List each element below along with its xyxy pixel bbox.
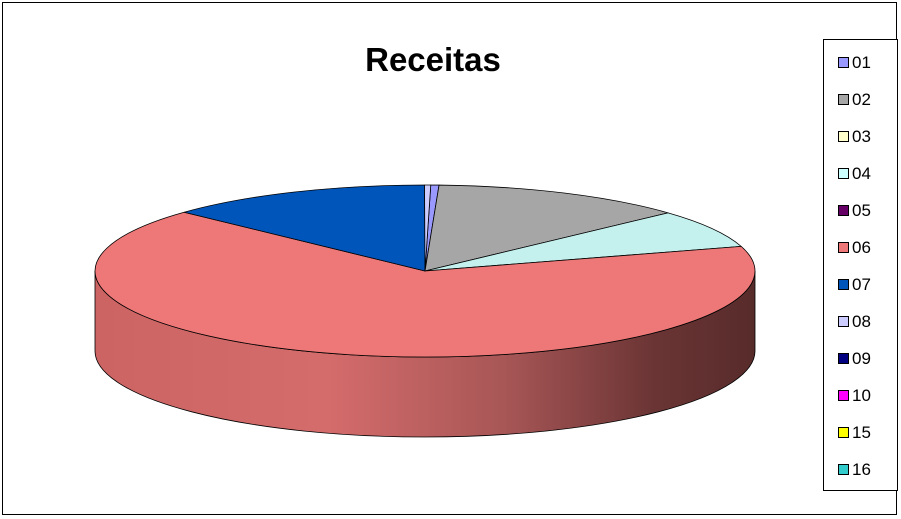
pie-slice-04 — [424, 212, 742, 272]
legend-label-07: 07 — [852, 275, 871, 294]
legend-label-09: 09 — [852, 349, 871, 368]
legend-item-04: 04 — [824, 155, 897, 192]
pie-slice-02 — [424, 184, 669, 272]
pie-slice-08 — [424, 184, 432, 272]
legend-item-03: 03 — [824, 118, 897, 155]
legend-swatch-03 — [838, 131, 849, 142]
legend-label-02: 02 — [852, 90, 871, 109]
pie-slice-06 — [94, 211, 756, 358]
legend-label-03: 03 — [852, 127, 871, 146]
legend-swatch-16 — [838, 464, 849, 475]
legend-label-01: 01 — [852, 53, 871, 72]
legend-swatch-07 — [838, 279, 849, 290]
legend-swatch-08 — [838, 316, 849, 327]
legend-item-15: 15 — [824, 414, 897, 451]
legend-label-10: 10 — [852, 386, 871, 405]
legend-label-08: 08 — [852, 312, 871, 331]
legend-label-05: 05 — [852, 201, 871, 220]
legend-swatch-05 — [838, 205, 849, 216]
chart-legend: 01 02 03 04 05 06 07 08 09 10 15 16 — [823, 39, 898, 491]
legend-label-16: 16 — [852, 460, 871, 479]
legend-label-06: 06 — [852, 238, 871, 257]
chart-title: Receitas — [365, 41, 501, 78]
legend-swatch-15 — [838, 427, 849, 438]
legend-swatch-02 — [838, 94, 849, 105]
pie-chart — [94, 184, 756, 438]
legend-item-09: 09 — [824, 340, 897, 377]
legend-swatch-04 — [838, 168, 849, 179]
legend-label-15: 15 — [852, 423, 871, 442]
legend-item-01: 01 — [824, 44, 897, 81]
legend-swatch-06 — [838, 242, 849, 253]
legend-swatch-01 — [838, 57, 849, 68]
legend-item-08: 08 — [824, 303, 897, 340]
legend-item-10: 10 — [824, 377, 897, 414]
legend-swatch-09 — [838, 353, 849, 364]
legend-item-06: 06 — [824, 229, 897, 266]
legend-item-07: 07 — [824, 266, 897, 303]
legend-swatch-10 — [838, 390, 849, 401]
pie-slice-07 — [183, 184, 426, 272]
legend-item-02: 02 — [824, 81, 897, 118]
legend-item-16: 16 — [824, 451, 897, 488]
legend-label-04: 04 — [852, 164, 871, 183]
legend-item-05: 05 — [824, 192, 897, 229]
